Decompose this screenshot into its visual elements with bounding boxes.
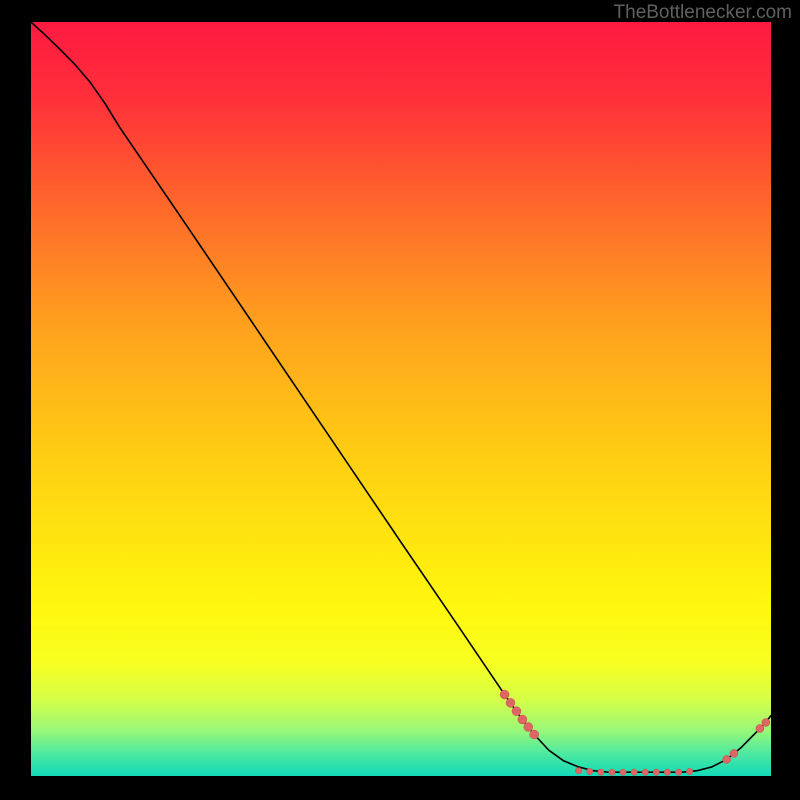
data-marker (609, 769, 615, 775)
data-marker (506, 698, 515, 707)
data-marker (518, 715, 527, 724)
data-marker (762, 718, 770, 726)
attribution-label: TheBottlenecker.com (614, 2, 792, 24)
data-marker (664, 769, 670, 775)
plot-background (31, 22, 771, 776)
data-marker (653, 769, 659, 775)
data-marker (598, 769, 604, 775)
data-marker (675, 769, 681, 775)
data-marker (524, 722, 533, 731)
data-marker (686, 768, 692, 774)
bottleneck-chart (0, 0, 800, 800)
data-marker (512, 707, 521, 716)
data-marker (587, 768, 593, 774)
data-marker (756, 725, 764, 733)
data-marker (723, 755, 731, 763)
data-marker (642, 769, 648, 775)
data-marker (620, 769, 626, 775)
data-marker (530, 730, 539, 739)
data-marker (730, 749, 738, 757)
data-marker (500, 690, 509, 699)
data-marker (631, 769, 637, 775)
data-marker (575, 768, 581, 774)
